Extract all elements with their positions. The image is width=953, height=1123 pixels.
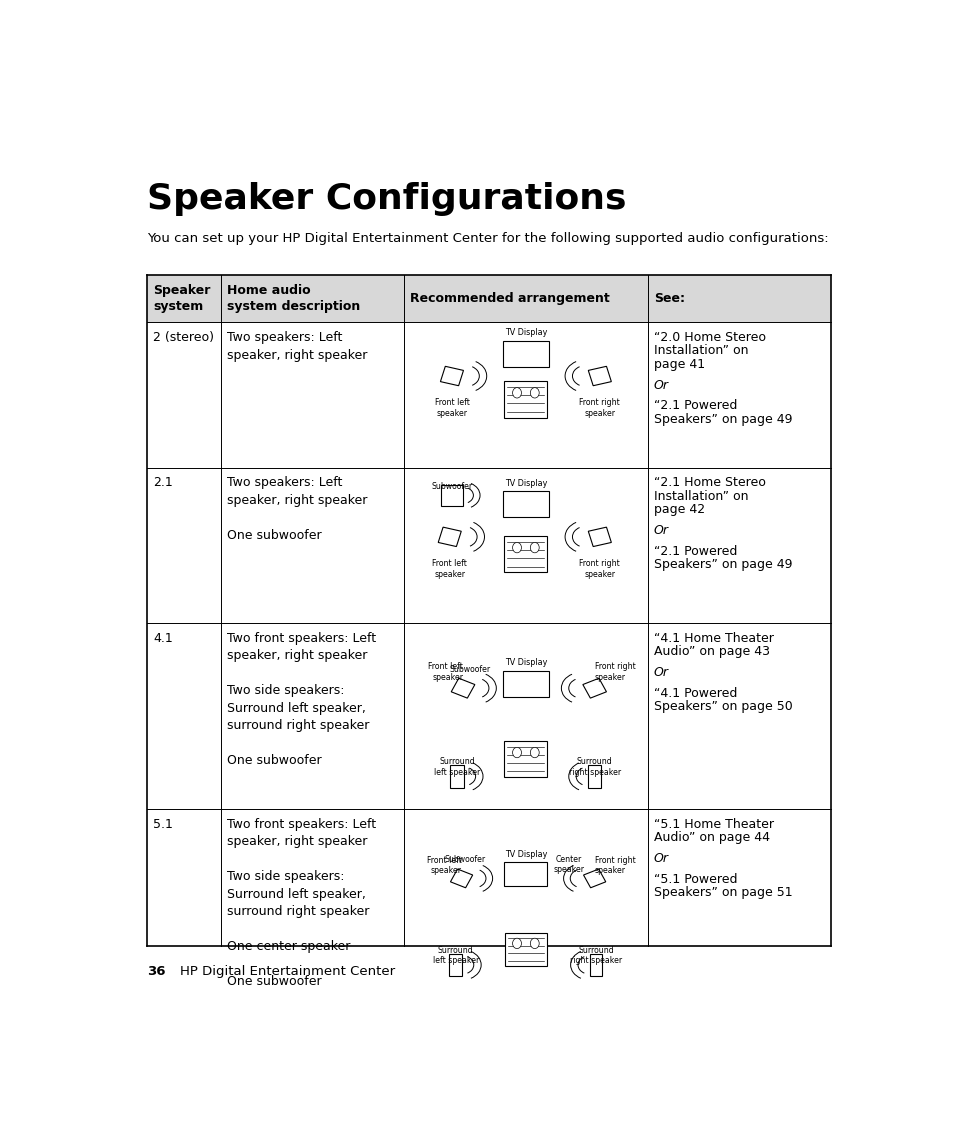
Text: Surround
left speaker: Surround left speaker: [434, 757, 479, 777]
Text: 4.1: 4.1: [153, 632, 172, 645]
Text: Two speakers: Left
speaker, right speaker

One subwoofer: Two speakers: Left speaker, right speake…: [227, 476, 367, 541]
Text: Front left
speaker: Front left speaker: [426, 856, 461, 875]
Text: Front right
speaker: Front right speaker: [578, 559, 619, 578]
Text: Front right
speaker: Front right speaker: [594, 663, 635, 682]
Bar: [147, 275, 830, 322]
Polygon shape: [588, 527, 611, 547]
Text: “5.1 Home Theater: “5.1 Home Theater: [653, 818, 773, 831]
Text: Audio” on page 43: Audio” on page 43: [653, 646, 769, 658]
Text: Front right
speaker: Front right speaker: [594, 856, 635, 875]
Circle shape: [512, 542, 521, 553]
Text: Subwoofer: Subwoofer: [431, 482, 472, 491]
Circle shape: [530, 938, 538, 949]
Polygon shape: [440, 366, 463, 385]
Text: Speakers” on page 50: Speakers” on page 50: [653, 701, 792, 713]
Text: Front right
speaker: Front right speaker: [578, 399, 619, 418]
Text: “2.1 Home Stereo: “2.1 Home Stereo: [653, 476, 765, 490]
Text: TV Display: TV Display: [504, 478, 546, 487]
Text: Or: Or: [653, 666, 668, 679]
Text: Front left
speaker: Front left speaker: [434, 399, 469, 418]
Text: Speakers” on page 49: Speakers” on page 49: [653, 413, 792, 426]
Circle shape: [512, 747, 521, 758]
Text: 5.1: 5.1: [153, 818, 172, 831]
Text: Home audio
system description: Home audio system description: [227, 284, 360, 313]
Bar: [587, 765, 600, 787]
Text: Two speakers: Left
speaker, right speaker: Two speakers: Left speaker, right speake…: [227, 331, 367, 362]
Text: TV Display: TV Display: [504, 658, 546, 667]
Text: Surround
right speaker: Surround right speaker: [570, 946, 621, 966]
Polygon shape: [582, 678, 606, 699]
Text: page 41: page 41: [653, 358, 704, 371]
Text: Speakers” on page 51: Speakers” on page 51: [653, 886, 792, 900]
Text: 2.1: 2.1: [153, 476, 172, 490]
Text: Installation” on: Installation” on: [653, 490, 747, 503]
Text: Or: Or: [653, 524, 668, 537]
Text: 36: 36: [147, 965, 166, 978]
Text: Recommended arrangement: Recommended arrangement: [410, 292, 609, 305]
Text: “2.0 Home Stereo: “2.0 Home Stereo: [653, 331, 765, 344]
Bar: [449, 955, 461, 976]
Text: Speaker
system: Speaker system: [153, 284, 211, 313]
Text: Speakers” on page 49: Speakers” on page 49: [653, 558, 792, 572]
Text: Subwoofer: Subwoofer: [450, 665, 491, 674]
Bar: [504, 862, 547, 886]
Text: “4.1 Powered: “4.1 Powered: [653, 687, 737, 700]
Circle shape: [530, 387, 538, 398]
Text: Audio” on page 44: Audio” on page 44: [653, 831, 769, 844]
Text: Front left
speaker: Front left speaker: [432, 559, 467, 578]
Polygon shape: [451, 678, 475, 699]
Bar: [504, 536, 547, 573]
Bar: [450, 765, 463, 787]
Text: TV Display: TV Display: [504, 328, 546, 337]
Text: Or: Or: [653, 852, 668, 865]
Text: page 42: page 42: [653, 503, 704, 517]
Text: Front left
speaker: Front left speaker: [428, 663, 462, 682]
Bar: [504, 741, 547, 777]
Polygon shape: [450, 869, 472, 888]
Text: Two front speakers: Left
speaker, right speaker

Two side speakers:
Surround lef: Two front speakers: Left speaker, right …: [227, 818, 375, 988]
Text: Center
speaker: Center speaker: [553, 855, 583, 875]
Text: “2.1 Powered: “2.1 Powered: [653, 400, 737, 412]
Bar: [440, 485, 462, 505]
Text: 2 (stereo): 2 (stereo): [153, 331, 214, 344]
Bar: [504, 381, 547, 418]
Polygon shape: [583, 869, 605, 888]
Text: You can set up your HP Digital Entertainment Center for the following supported : You can set up your HP Digital Entertain…: [147, 231, 828, 245]
Text: Speaker Configurations: Speaker Configurations: [147, 182, 626, 217]
Bar: [589, 955, 601, 976]
Bar: [502, 670, 548, 696]
Circle shape: [512, 938, 521, 949]
Bar: [502, 340, 548, 366]
Circle shape: [530, 542, 538, 553]
Text: Or: Or: [653, 378, 668, 392]
Bar: [505, 933, 546, 966]
Text: Surround
right speaker: Surround right speaker: [568, 757, 620, 777]
Bar: [502, 491, 548, 517]
Text: Surround
left speaker: Surround left speaker: [432, 946, 478, 966]
Text: “5.1 Powered: “5.1 Powered: [653, 873, 737, 886]
Text: See:: See:: [653, 292, 684, 305]
Text: “2.1 Powered: “2.1 Powered: [653, 545, 737, 558]
Circle shape: [530, 747, 538, 758]
Text: TV Display: TV Display: [504, 849, 546, 858]
Text: “4.1 Home Theater: “4.1 Home Theater: [653, 632, 773, 645]
Polygon shape: [437, 527, 461, 547]
Circle shape: [512, 387, 521, 398]
Text: Installation” on: Installation” on: [653, 345, 747, 357]
Text: HP Digital Entertainment Center: HP Digital Entertainment Center: [180, 965, 395, 978]
Text: Subwoofer: Subwoofer: [444, 855, 485, 864]
Text: Two front speakers: Left
speaker, right speaker

Two side speakers:
Surround lef: Two front speakers: Left speaker, right …: [227, 632, 375, 767]
Polygon shape: [588, 366, 611, 385]
